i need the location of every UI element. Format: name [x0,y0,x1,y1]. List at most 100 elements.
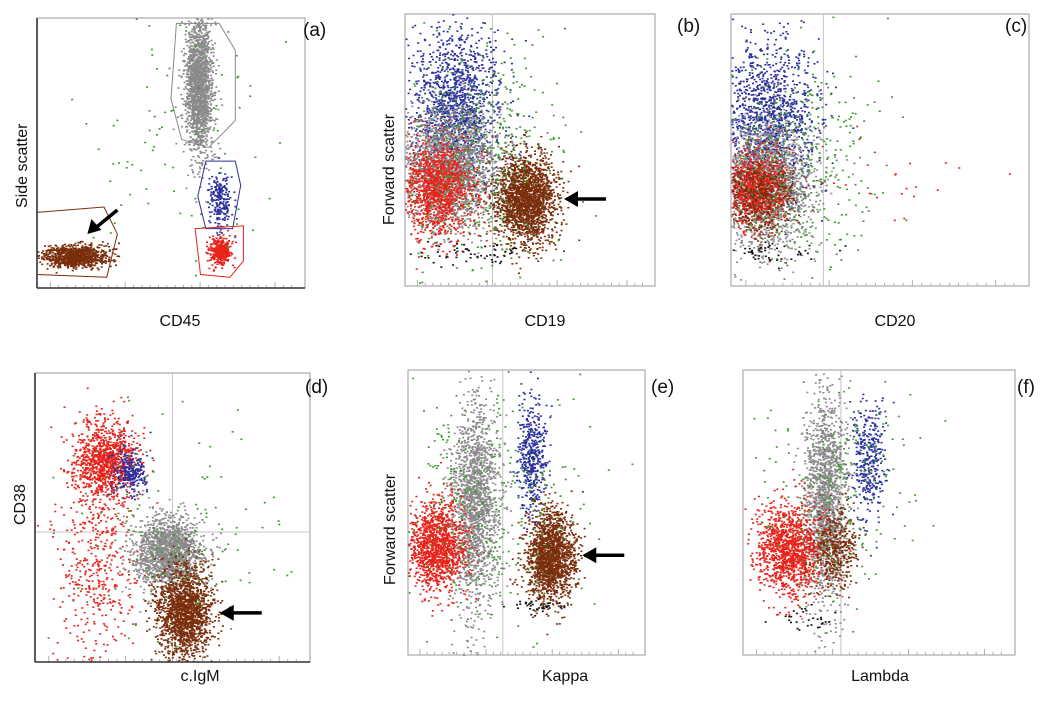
event-point [469,169,472,171]
event-point [59,252,62,254]
event-point [472,102,475,105]
event-point [220,246,223,249]
event-point [189,100,192,103]
event-point [216,249,219,251]
event-point [208,80,211,82]
event-point [448,139,451,141]
event-point [192,101,195,103]
event-point [164,163,167,166]
event-point [223,185,226,187]
event-point [434,123,437,126]
event-point [411,102,414,104]
event-point [218,183,221,185]
event-point [471,106,473,108]
event-point [431,58,434,61]
event-point [475,42,478,45]
event-point [206,241,208,243]
event-point [203,52,206,54]
event-point [86,252,89,255]
event-point [204,119,207,121]
event-point [191,54,194,56]
gate-granulocytes [170,22,236,149]
event-point [90,264,93,266]
event-point [199,109,202,112]
event-point [192,80,195,83]
event-point [45,249,48,252]
event-point [199,25,202,28]
event-point [202,139,205,142]
event-point [41,256,43,258]
event-point [216,204,219,207]
event-point [217,261,220,263]
event-point [45,251,48,253]
event-point [204,57,207,60]
event-point [184,105,187,107]
event-point [205,49,208,51]
event-point [195,123,198,126]
event-point [474,57,476,59]
event-point [461,99,464,101]
event-point [461,73,464,76]
event-point [195,58,198,61]
event-point [79,248,82,251]
event-point [451,142,454,145]
event-point [201,50,204,52]
event-point [422,207,425,210]
event-point [212,65,215,68]
event-point [205,92,208,95]
event-point [456,104,459,107]
event-point [455,119,458,122]
event-point [467,118,470,120]
event-point [528,115,531,118]
event-point [71,260,74,262]
event-point [201,164,204,166]
event-point [83,252,86,254]
event-point [211,200,214,203]
event-point [232,264,234,267]
event-point [219,262,222,264]
event-point [483,98,486,101]
event-point [444,104,447,107]
event-point [198,116,200,119]
event-point [436,117,439,120]
event-point [184,86,187,88]
event-point [190,149,193,152]
event-point [463,85,466,88]
event-point [120,204,123,206]
event-point [82,250,85,253]
event-point [204,90,207,92]
event-point [188,94,190,97]
event-point [212,99,215,102]
event-point [472,55,474,57]
event-point [458,83,461,86]
event-point [191,114,194,116]
event-point [199,99,202,101]
event-point [428,44,431,46]
event-point [498,126,501,129]
event-point [214,241,217,243]
event-point [146,86,149,88]
event-point [41,252,43,254]
event-point [195,122,198,124]
event-point [192,71,195,74]
event-point [208,267,211,270]
event-point [458,39,461,42]
event-point [188,35,191,38]
event-point [210,249,213,252]
event-point [193,148,196,151]
event-point [68,257,71,259]
event-point [438,104,441,106]
event-point [211,238,214,240]
event-point [206,63,209,65]
event-point [440,86,443,89]
event-point [57,266,60,269]
event-point [193,133,196,136]
event-point [437,83,440,86]
event-point [46,255,49,257]
event-point [428,124,431,127]
event-point [200,32,203,35]
event-point [97,268,100,271]
event-point [475,87,478,89]
event-point [448,98,451,100]
event-point [216,232,219,234]
